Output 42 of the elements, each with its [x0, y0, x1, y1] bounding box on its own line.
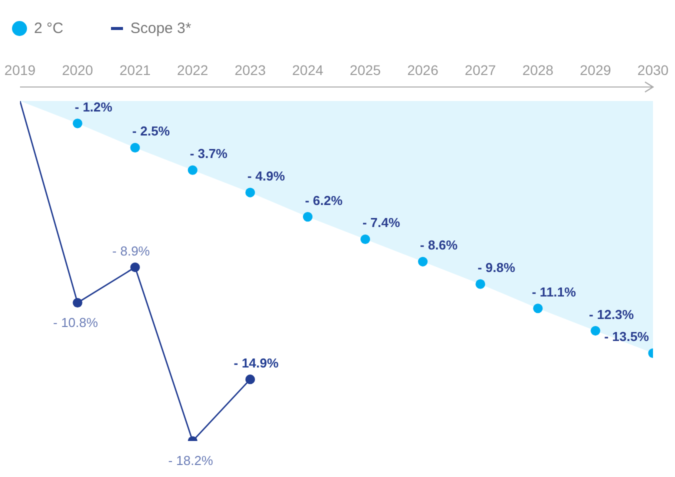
- data-label: - 12.3%: [589, 306, 634, 322]
- point: [130, 142, 140, 153]
- x-tick-label: 2022: [177, 62, 208, 78]
- point: [72, 298, 82, 308]
- point: [302, 212, 313, 222]
- data-label: - 7.4%: [362, 215, 400, 230]
- data-label: - 8.6%: [420, 238, 458, 253]
- point: [590, 326, 600, 336]
- data-label: - 11.1%: [532, 284, 576, 300]
- x-tick-label: 2024: [292, 62, 324, 78]
- data-label: - 4.9%: [247, 168, 286, 184]
- data-label: - 13.5%: [604, 329, 650, 344]
- x-tick-label: 2019: [4, 62, 36, 78]
- x-tick-label: 2026: [407, 62, 439, 78]
- data-label: - 10.8%: [53, 314, 98, 330]
- x-tick-label: 2020: [62, 62, 94, 78]
- x-tick-label: 2027: [464, 62, 496, 78]
- point: [245, 374, 255, 384]
- point: [130, 262, 140, 272]
- x-tick-label: 2030: [637, 62, 669, 78]
- point: [72, 118, 82, 128]
- x-tick-label: 2023: [234, 62, 266, 78]
- data-label: - 3.7%: [190, 146, 228, 162]
- x-tick-label: 2025: [350, 62, 382, 78]
- x-tick-label: 2028: [522, 62, 554, 78]
- x-tick-label: 2029: [580, 62, 612, 78]
- point: [476, 279, 486, 289]
- point: [188, 165, 198, 175]
- data-label: - 14.9%: [234, 355, 280, 370]
- data-label: - 8.9%: [112, 243, 150, 258]
- point: [533, 304, 543, 314]
- point: [418, 256, 428, 266]
- data-label: - 9.8%: [478, 260, 516, 276]
- x-tick-label: 2021: [120, 62, 151, 78]
- data-label: - 6.2%: [304, 192, 343, 208]
- data-label: - 2.5%: [132, 124, 170, 139]
- legend-label: 2 °C: [34, 20, 64, 37]
- point: [360, 234, 370, 244]
- data-label: - 1.2%: [74, 99, 113, 114]
- legend-label: Scope 3*: [130, 20, 192, 37]
- data-label: - 18.2%: [168, 453, 214, 468]
- point: [245, 188, 255, 198]
